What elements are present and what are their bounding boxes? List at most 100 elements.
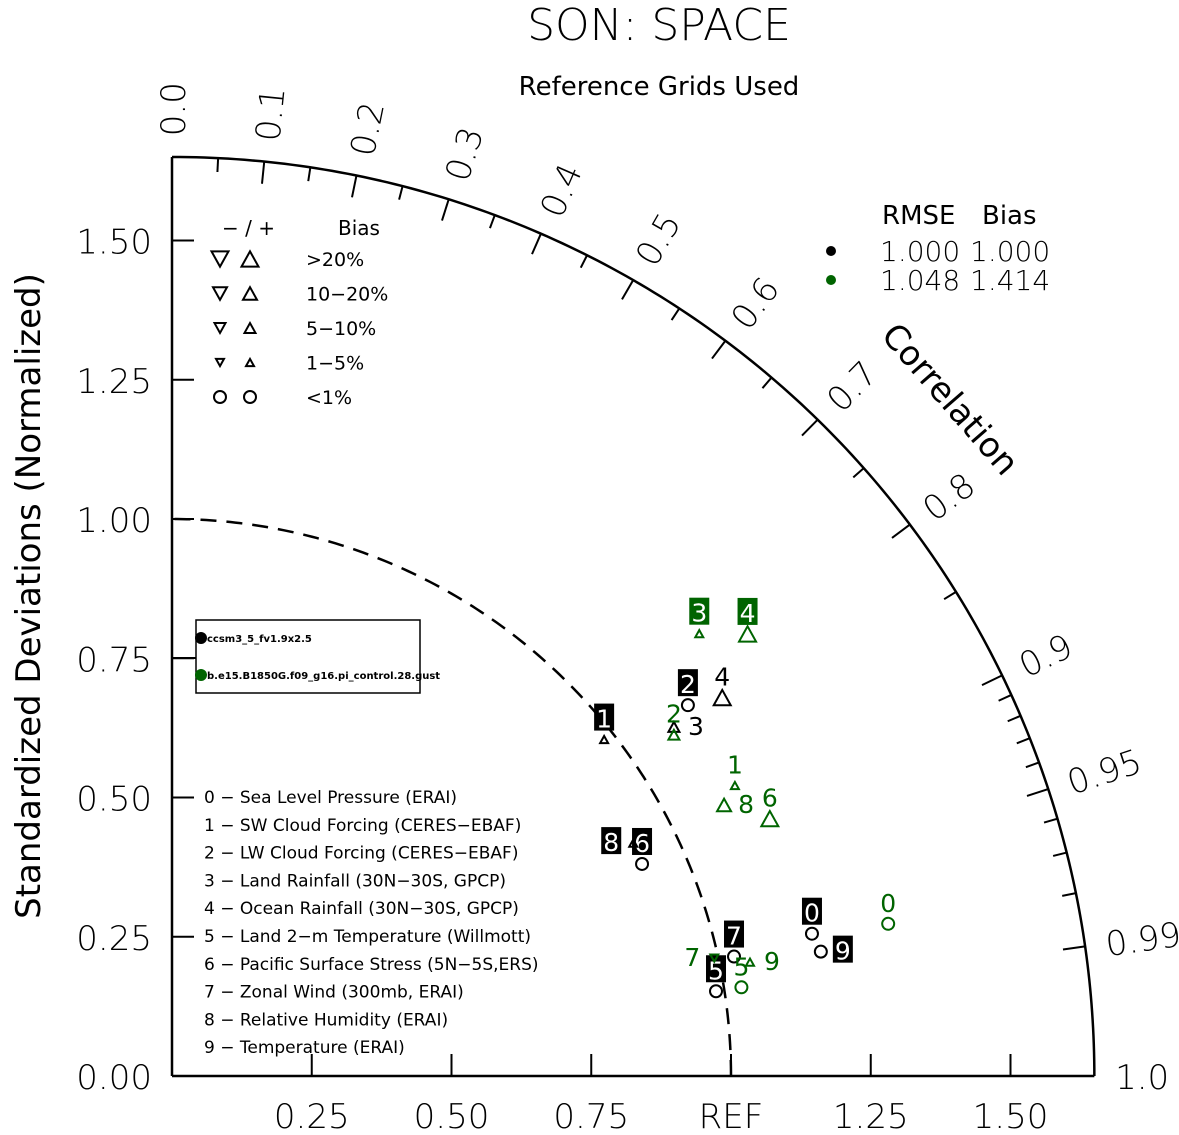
x-tick-label: REF xyxy=(699,1097,764,1135)
data-point-marker xyxy=(881,916,896,931)
data-point: 6 xyxy=(759,784,781,828)
series-legend-box xyxy=(195,619,421,694)
x-tick-label: 1.50 xyxy=(973,1097,1049,1135)
variable-list-item: 8 − Relative Humidity (ERAI) xyxy=(204,1010,448,1030)
correlation-tick-label: 0.4 xyxy=(533,158,591,224)
data-point-label-box xyxy=(737,597,758,625)
data-point-label: 2 xyxy=(680,670,696,699)
data-point-label-box xyxy=(801,897,822,925)
data-point-label: 3 xyxy=(688,712,704,741)
correlation-tick xyxy=(1052,851,1067,857)
data-point-label: 4 xyxy=(740,599,756,628)
bias-legend-label: 10−20% xyxy=(306,284,388,306)
data-point-marker xyxy=(804,926,819,941)
data-point: 8 xyxy=(601,827,639,857)
data-point-label-box xyxy=(832,935,853,963)
variable-list-item: 1 − SW Cloud Forcing (CERES−EBAF) xyxy=(204,816,521,836)
data-point-label: 0 xyxy=(804,899,820,928)
series-legend: ccsm3_5_fv1.9x2.5 b.e15.B1850G.f09_g16.pi… xyxy=(172,619,440,694)
bias-legend-down-marker xyxy=(211,286,229,302)
stats-bias-value: 1.414 xyxy=(970,264,1050,297)
y-tick-label: 0.75 xyxy=(76,640,152,680)
y-axis-label: Standardized Deviations (Normalized) xyxy=(9,273,49,919)
stats-legend-dot xyxy=(826,246,836,256)
data-point-label: 4 xyxy=(714,663,730,692)
correlation-tick xyxy=(943,591,957,601)
correlation-tick xyxy=(852,467,865,479)
bias-legend-label: 5−10% xyxy=(306,318,376,340)
data-point-marker xyxy=(712,687,733,707)
bias-legend-down-marker xyxy=(213,390,227,404)
data-point: 4 xyxy=(737,597,758,643)
data-point-marker xyxy=(708,953,721,964)
bias-legend-header: Bias xyxy=(338,216,380,240)
x-tick-label: 0.75 xyxy=(553,1097,629,1135)
y-tick-label: 0.00 xyxy=(76,1058,152,1098)
data-point-marker xyxy=(744,956,756,967)
bias-legend-down-marker xyxy=(214,357,226,369)
data-point-label-box xyxy=(601,827,622,855)
bias-legend-label: 1−5% xyxy=(306,353,364,375)
data-point-label: 9 xyxy=(835,937,851,966)
data-point: 9 xyxy=(813,935,853,966)
correlation-tick-label: 0.9 xyxy=(1013,627,1079,687)
correlation-tick-label: 0.8 xyxy=(916,465,983,529)
data-point-label-box xyxy=(706,955,727,983)
stats-legend-dot xyxy=(826,275,836,285)
bias-legend-label: >20% xyxy=(306,249,364,271)
data-point-marker xyxy=(635,856,650,871)
data-point-label-box xyxy=(724,920,745,948)
data-point-marker xyxy=(729,779,741,791)
y-tick-label: 1.00 xyxy=(76,501,152,541)
correlation-tick xyxy=(1016,737,1031,745)
correlation-tick xyxy=(1026,788,1049,797)
bias-legend-down-marker xyxy=(212,322,228,336)
correlation-tick xyxy=(891,523,911,539)
correlation-tick-label: 0.0 xyxy=(154,82,194,136)
correlation-tick-label: 0.5 xyxy=(628,206,690,273)
correlation-tick-label: 0.3 xyxy=(438,123,492,187)
correlation-tick xyxy=(531,233,542,255)
data-point-label: 9 xyxy=(764,947,780,976)
data-point-marker xyxy=(666,727,682,741)
correlation-tick xyxy=(216,158,220,173)
data-point-label: 5 xyxy=(733,952,749,981)
series-legend-label: ccsm3_5_fv1.9x2.5 xyxy=(207,634,312,645)
data-point-label: 5 xyxy=(708,956,724,985)
data-point: 3 xyxy=(689,597,710,639)
correlation-tick-label: 0.2 xyxy=(343,99,393,160)
data-point: 5 xyxy=(706,955,727,999)
variable-list-item: 4 − Ocean Rainfall (30N−30S, GPCP) xyxy=(204,899,519,919)
data-point-marker xyxy=(598,733,610,745)
stats-bias-value: 1.000 xyxy=(970,235,1050,268)
data-point-label-box xyxy=(689,597,710,625)
stats-header-bias: Bias xyxy=(982,201,1037,231)
correlation-tick xyxy=(261,161,266,184)
correlation-tick-label: 0.1 xyxy=(248,85,293,143)
data-point: 9 xyxy=(744,947,780,976)
bias-legend-up-marker xyxy=(239,249,261,268)
series-legend-dot xyxy=(195,632,207,644)
stats-rmse-value: 1.000 xyxy=(880,235,960,268)
stats-rmse-value: 1.048 xyxy=(880,264,960,297)
correlation-tick-label: 1.0 xyxy=(1115,1058,1169,1098)
correlation-tick xyxy=(1062,945,1086,951)
data-point-label: 8 xyxy=(738,790,754,819)
variable-list-item: 3 − Land Rainfall (30N−30S, GPCP) xyxy=(204,871,506,891)
data-point-label: 7 xyxy=(726,922,742,951)
y-tick-label: 1.25 xyxy=(76,362,152,402)
series-legend-label: b.e15.B1850G.f09_g16.pi_control.28.gust xyxy=(207,671,440,682)
bias-legend-down-marker xyxy=(209,250,231,269)
correlation-tick xyxy=(307,167,312,182)
correlation-tick xyxy=(1062,892,1077,897)
data-point: 0 xyxy=(801,897,822,941)
x-tick-label: 0.50 xyxy=(414,1097,490,1135)
y-tick-label: 0.25 xyxy=(76,919,152,959)
y-tick-label: 0.50 xyxy=(76,780,152,820)
data-point: 7 xyxy=(684,943,721,972)
bias-legend-up-marker xyxy=(242,320,258,334)
data-point-label: 1 xyxy=(596,705,612,734)
correlation-tick xyxy=(981,674,1003,687)
data-point-label: 8 xyxy=(603,828,619,857)
x-tick-label: 0.25 xyxy=(274,1097,350,1135)
